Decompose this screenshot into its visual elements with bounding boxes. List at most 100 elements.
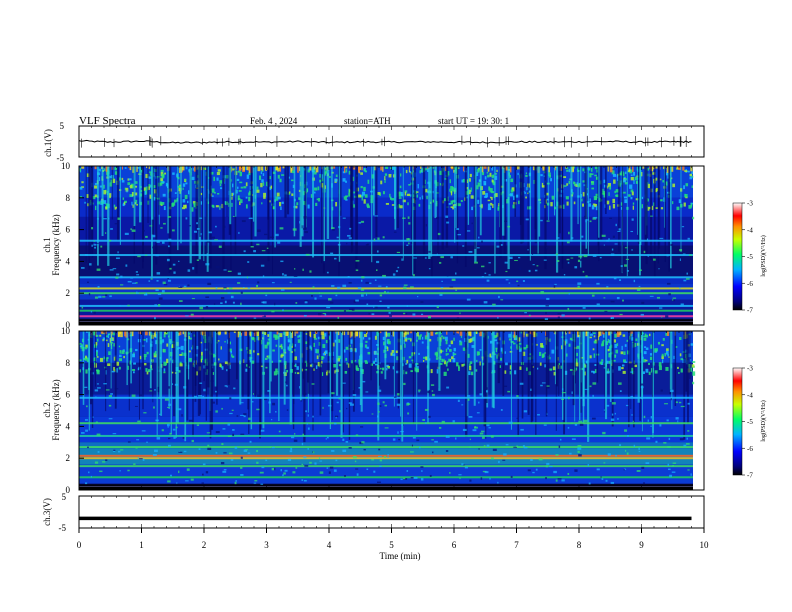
spectrogram-speckle <box>117 217 121 220</box>
spectrogram-speckle <box>373 470 376 473</box>
spectrogram-speckle <box>168 238 172 241</box>
spectrogram-speckle <box>318 197 320 202</box>
spectrogram-speckle <box>535 343 538 346</box>
spectrogram-speckle <box>315 365 318 369</box>
spectrogram-speckle <box>648 371 651 375</box>
spectrogram-sferic <box>199 331 201 415</box>
spectrogram-speckle <box>403 312 406 315</box>
spectrogram-speckle <box>277 174 280 179</box>
spectrogram-speckle <box>96 338 99 342</box>
spectrogram-speckle <box>96 370 100 372</box>
spectrogram-speckle <box>490 435 494 438</box>
spectrogram-speckle <box>290 436 295 439</box>
spectrogram-speckle <box>146 338 148 343</box>
spectrogram-speckle <box>632 420 634 422</box>
spectrogram-speckle <box>338 364 342 367</box>
spectrogram-speckle <box>159 182 163 186</box>
spectrogram-speckle <box>504 220 508 222</box>
spectrogram-speckle <box>649 353 653 356</box>
spectrogram-speckle <box>579 423 584 426</box>
spectrogram-sferic <box>434 166 437 219</box>
spectrogram-speckle <box>549 175 552 178</box>
spectrogram-speckle <box>206 369 209 373</box>
spectrogram-speckle <box>452 420 455 423</box>
spectrogram-speckle <box>684 246 688 249</box>
spectrogram-speckle <box>109 182 113 187</box>
spectrogram-speckle <box>356 473 359 476</box>
spectrogram-speckle <box>317 186 320 191</box>
spectrogram-speckle <box>684 331 687 336</box>
spectrogram-speckle <box>650 416 653 419</box>
spectrogram-speckle <box>118 366 121 370</box>
spectrogram-speckle <box>483 180 487 186</box>
spectrogram-speckle <box>582 180 585 183</box>
spectrogram-sferic <box>205 331 207 421</box>
spectrogram-speckle <box>589 198 591 203</box>
spectrogram-speckle <box>246 276 248 279</box>
spectrogram-speckle <box>462 245 465 247</box>
spectrogram-speckle <box>321 356 325 359</box>
spectrogram-speckle <box>445 435 450 438</box>
spectrogram-speckle <box>231 355 235 358</box>
spectrogram-sferic <box>286 166 290 215</box>
spectrogram-speckle <box>262 301 267 304</box>
spectrogram-speckle <box>334 250 339 253</box>
spectrogram-speckle <box>611 248 614 251</box>
spectrogram-speckle <box>436 253 438 256</box>
spectrogram-speckle <box>614 354 617 358</box>
spectrogram-speckle <box>540 219 543 222</box>
spectrogram-speckle <box>354 359 357 362</box>
spectrogram-speckle <box>210 171 214 175</box>
spectrogram-speckle <box>408 166 410 173</box>
spectrogram-speckle <box>630 176 634 181</box>
spectrogram-speckle <box>522 351 526 356</box>
spectrogram-sferic <box>491 331 494 408</box>
spectrogram-speckle <box>324 333 327 337</box>
spectrogram-sferic <box>289 331 292 425</box>
spectrogram-speckle <box>609 217 612 219</box>
spectrogram-speckle <box>193 166 197 172</box>
spectrogram-speckle <box>251 401 254 403</box>
spectrogram-speckle <box>334 370 336 374</box>
spectrogram-speckle <box>464 466 468 469</box>
spectrogram-speckle <box>93 311 96 314</box>
spectrogram-speckle <box>596 468 600 471</box>
spectrogram-speckle <box>355 468 359 470</box>
spectrogram-speckle <box>633 171 635 176</box>
spectrogram-speckle <box>443 360 447 365</box>
spectrogram-speckle <box>280 469 283 472</box>
spectrogram-speckle <box>381 367 385 371</box>
spectrogram-speckle <box>416 194 419 198</box>
spectrogram-speckle <box>301 368 304 372</box>
spectrogram-speckle <box>384 291 386 294</box>
spectrogram-speckle <box>628 194 631 197</box>
spectrogram-speckle <box>460 199 463 202</box>
spectrogram-speckle <box>560 365 562 369</box>
spectrogram-speckle <box>615 223 617 227</box>
spectrogram-speckle <box>98 295 102 298</box>
spectrogram-speckle <box>432 393 435 397</box>
spectrogram-speckle <box>490 457 494 460</box>
spectrogram-speckle <box>660 389 663 392</box>
spectrogram-speckle <box>665 366 669 371</box>
spectrogram-speckle <box>395 350 399 354</box>
spectrogram-speckle <box>368 337 371 340</box>
spectrogram-speckle <box>523 347 527 350</box>
spectrogram-speckle <box>125 187 129 192</box>
spectrogram-speckle <box>634 176 638 181</box>
spectrogram-sferic <box>207 331 210 388</box>
spectrogram-speckle <box>90 310 92 313</box>
spectrogram-speckle <box>406 402 410 404</box>
spectrogram-sferic <box>521 166 525 243</box>
spectrogram-speckle <box>685 278 690 280</box>
spectrogram-speckle <box>182 331 184 335</box>
spectrogram-speckle <box>95 334 99 337</box>
spectrogram-speckle <box>112 268 117 270</box>
spectrogram-speckle <box>127 469 130 472</box>
spectrogram-speckle <box>417 366 419 371</box>
spectrogram-speckle <box>314 297 317 300</box>
spectrogram-speckle <box>304 465 309 467</box>
spectrogram-speckle <box>648 362 650 366</box>
spectrogram-speckle <box>486 424 490 427</box>
spectrogram-speckle <box>449 359 452 362</box>
